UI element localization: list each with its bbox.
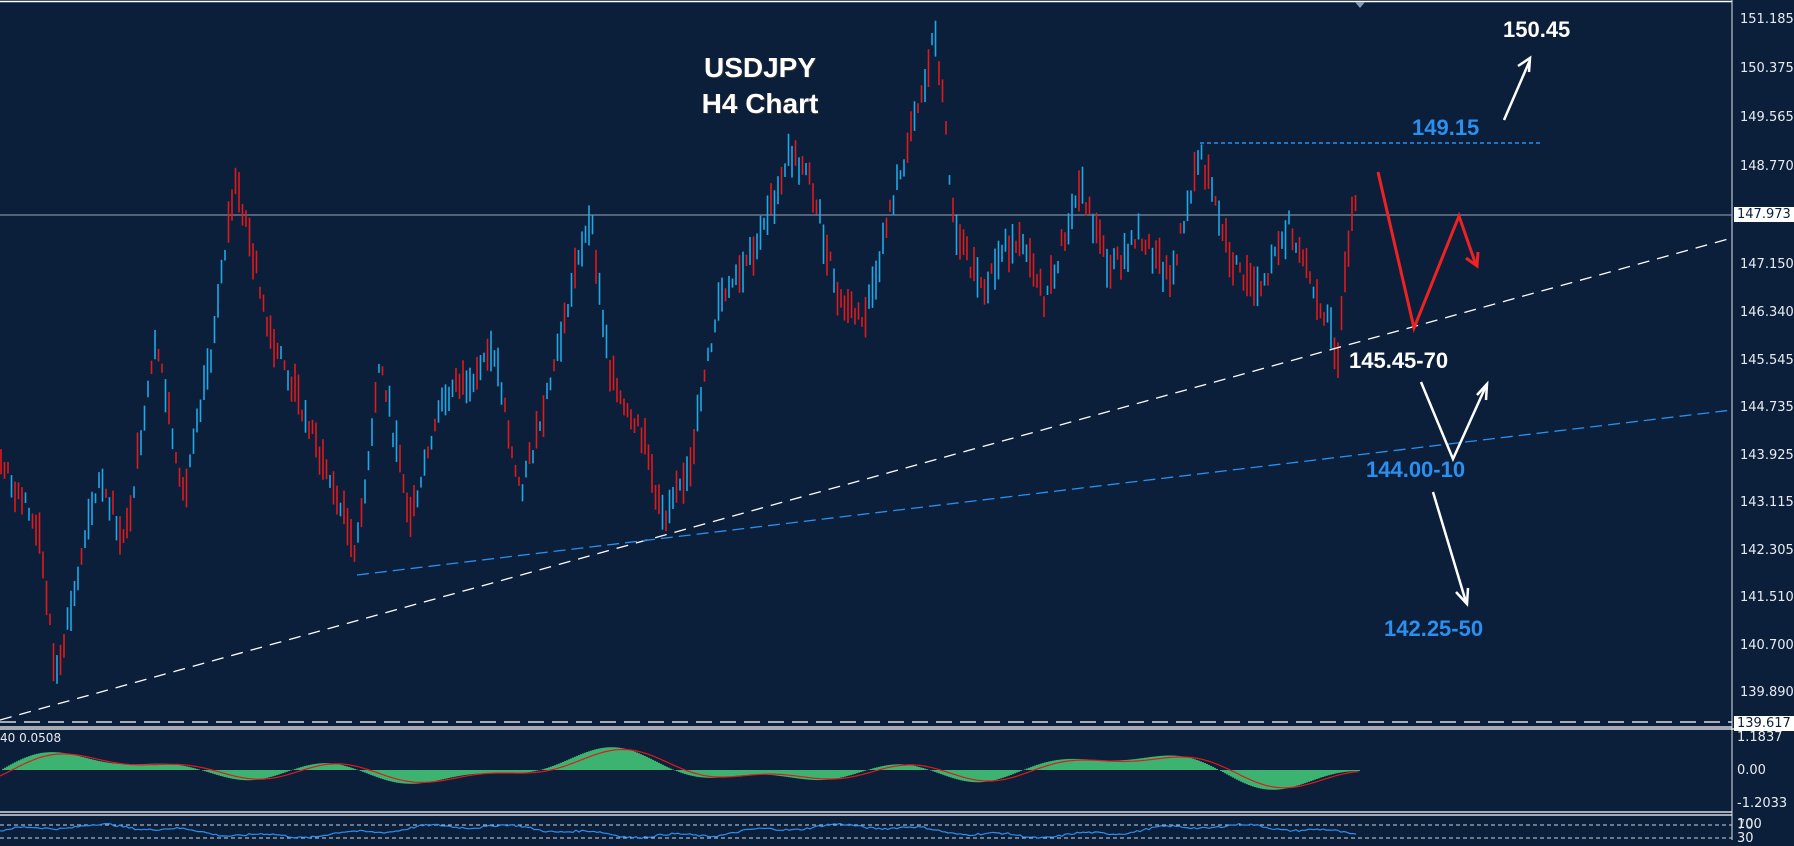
price-tick: 146.340 bbox=[1740, 306, 1794, 320]
level-label-149-15: 149.15 bbox=[1412, 115, 1479, 141]
level-label-150-45: 150.45 bbox=[1503, 17, 1570, 43]
macd-tick-bottom: -1.2033 bbox=[1737, 797, 1787, 811]
white-arrow-up-150-45 bbox=[1504, 60, 1530, 120]
scroll-shift-marker-icon[interactable] bbox=[1355, 2, 1365, 8]
macd-tick-top: 1.1837 bbox=[1737, 731, 1783, 745]
price-tick: 148.770 bbox=[1740, 160, 1794, 174]
price-tick: 139.890 bbox=[1740, 686, 1794, 700]
chart-title-timeframe: H4 Chart bbox=[660, 86, 860, 122]
price-tick: 143.115 bbox=[1740, 496, 1794, 510]
bottom-price-tag: 139.617 bbox=[1734, 716, 1794, 731]
rsi-tick-30: 30 bbox=[1737, 832, 1754, 846]
white-bounce-arrow bbox=[1421, 382, 1486, 459]
red-projection-path bbox=[1378, 172, 1476, 328]
macd-tick-zero: 0.00 bbox=[1737, 764, 1766, 778]
price-tick: 142.305 bbox=[1740, 544, 1794, 558]
price-tick: 143.925 bbox=[1740, 449, 1794, 463]
price-tick: 140.700 bbox=[1740, 639, 1794, 653]
rsi-line bbox=[0, 824, 1356, 839]
level-label-142-25-50: 142.25-50 bbox=[1384, 616, 1483, 642]
price-tick: 151.185 bbox=[1740, 13, 1794, 27]
price-tick: 141.510 bbox=[1740, 591, 1794, 605]
price-tick: 145.545 bbox=[1740, 354, 1794, 368]
macd-indicator bbox=[0, 747, 1360, 790]
price-tick: 144.735 bbox=[1740, 401, 1794, 415]
price-tick: 147.150 bbox=[1740, 258, 1794, 272]
price-tick: 149.565 bbox=[1740, 111, 1794, 125]
chart-title: USDJPY H4 Chart bbox=[660, 50, 860, 122]
price-tick: 150.375 bbox=[1740, 62, 1794, 76]
trendline-blue-dashed[interactable] bbox=[357, 410, 1732, 575]
white-arrow-down-142 bbox=[1433, 492, 1466, 602]
chart-title-symbol: USDJPY bbox=[660, 50, 860, 86]
macd-value-label: 40 0.0508 bbox=[0, 731, 61, 745]
level-label-145-45-70: 145.45-70 bbox=[1349, 348, 1448, 374]
level-label-144-00-10: 144.00-10 bbox=[1366, 457, 1465, 483]
current-price-tag: 147.973 bbox=[1734, 207, 1794, 222]
